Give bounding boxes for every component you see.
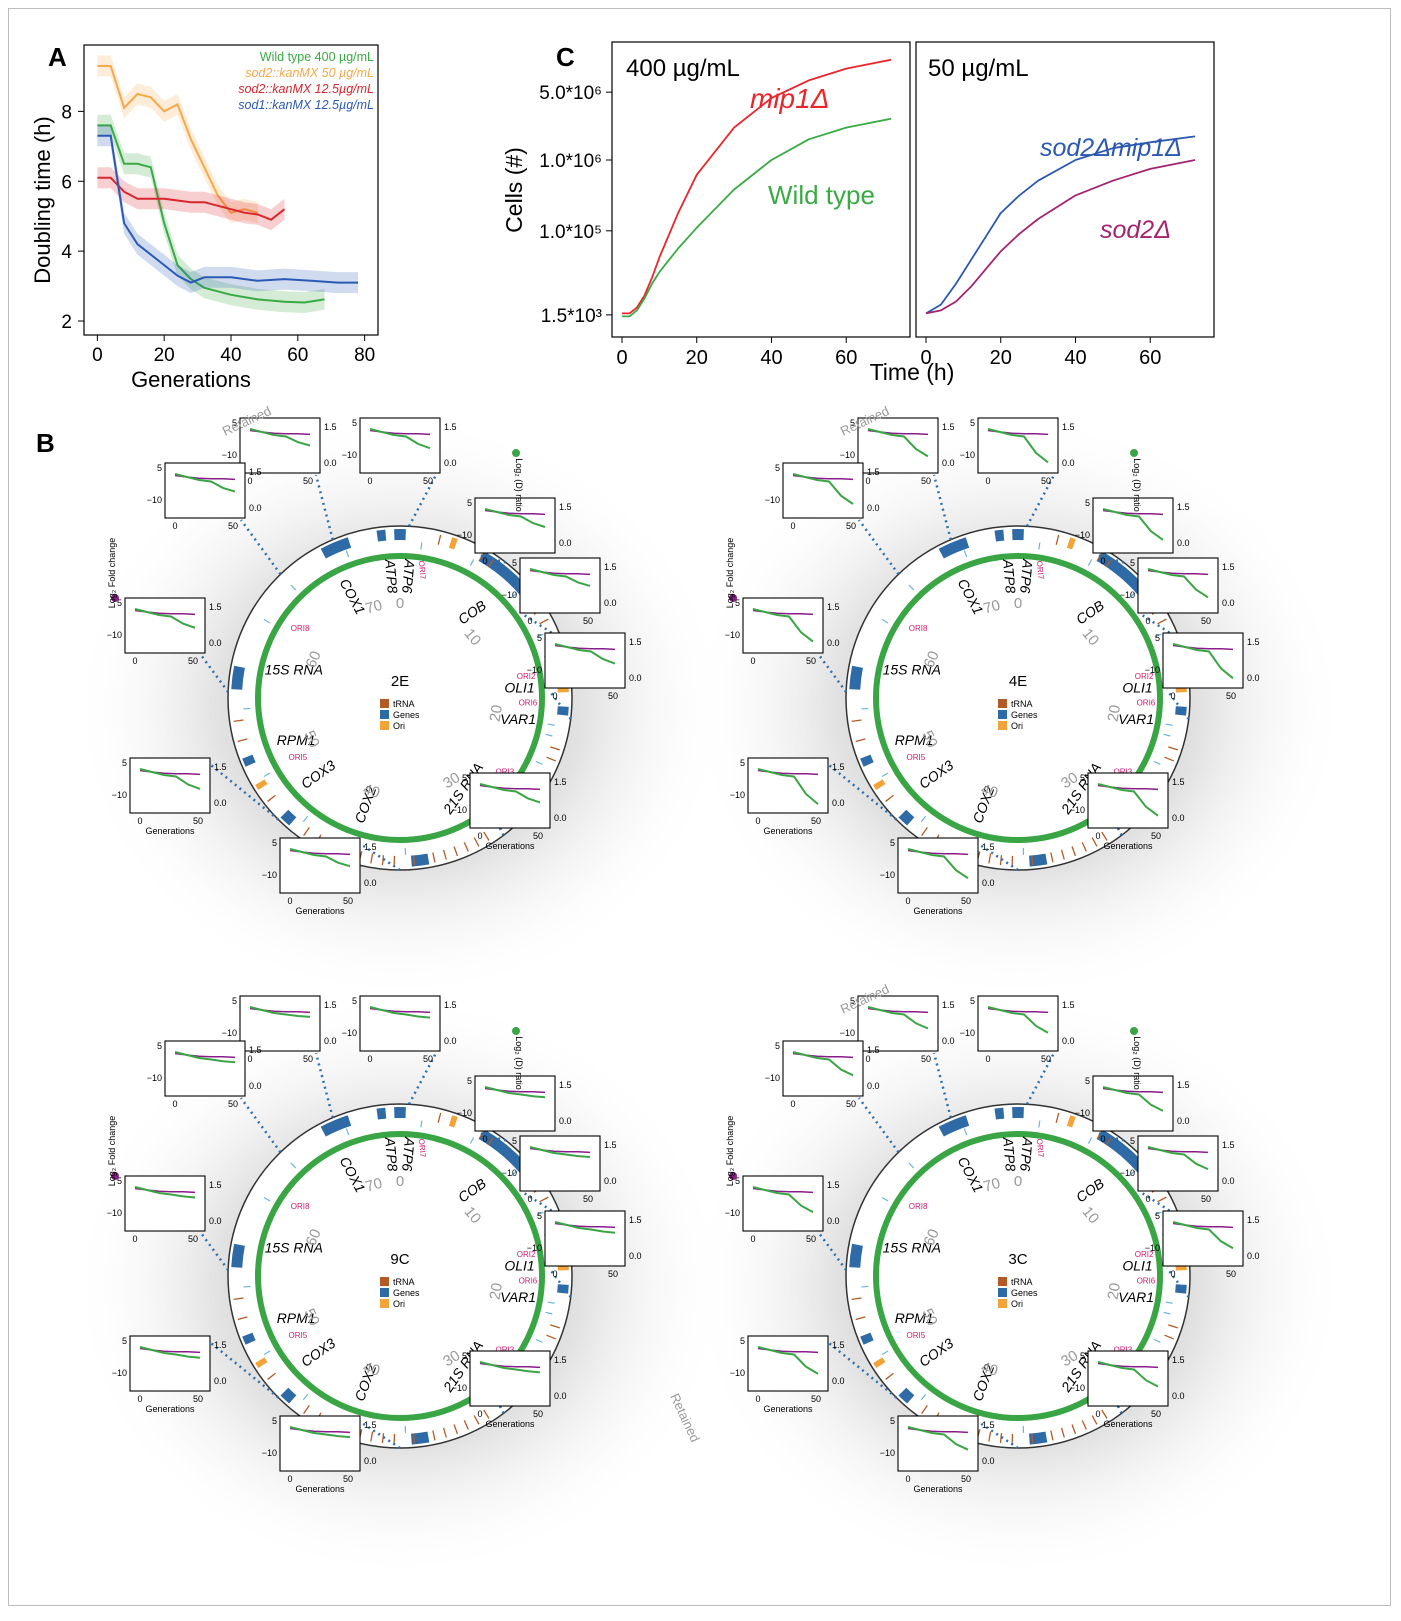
figure-border [8,8,1391,1606]
